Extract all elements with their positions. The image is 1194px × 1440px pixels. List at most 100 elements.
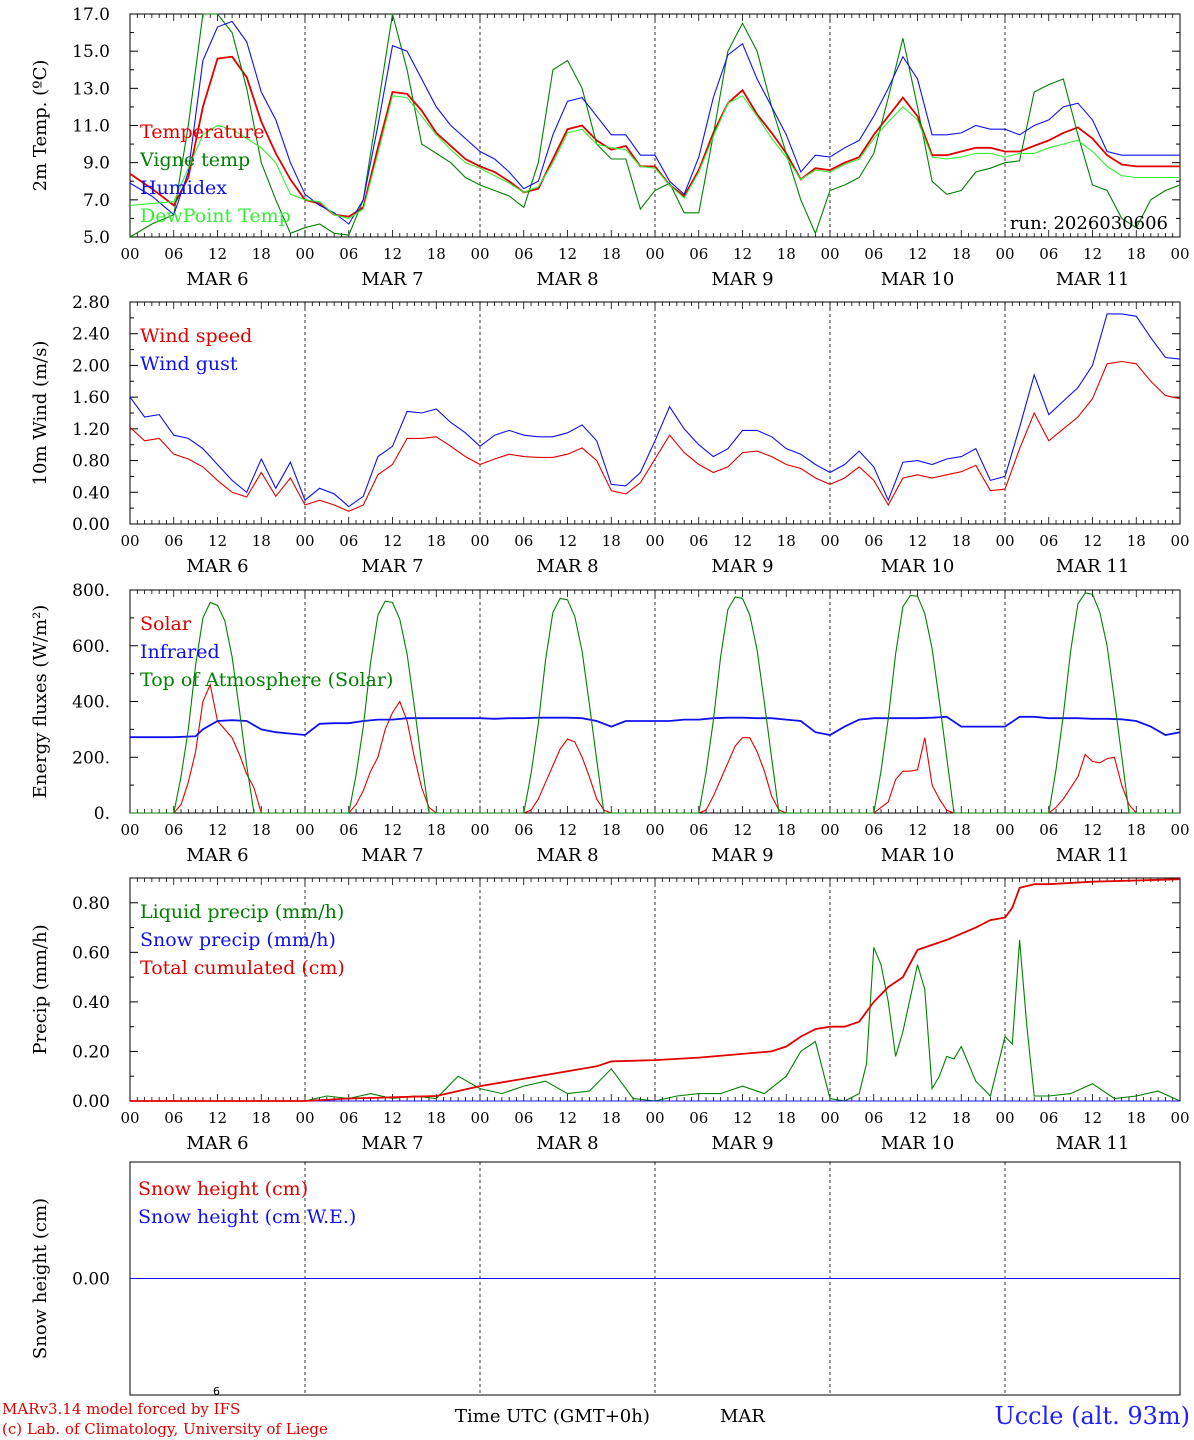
precip-x-tick-label: 18 (777, 1109, 796, 1127)
wind-x-tick-label: 06 (1039, 532, 1058, 550)
precip-x-tick-label: 12 (383, 1109, 402, 1127)
precip-day-label: MAR 7 (361, 1133, 423, 1154)
energy-x-tick-label: 00 (1170, 821, 1189, 839)
energy-x-tick-label: 18 (777, 821, 796, 839)
energy-x-tick-label: 00 (295, 821, 314, 839)
temp-day-label: MAR 7 (361, 269, 423, 290)
run-label: run: 2026030606 (1010, 213, 1168, 234)
wind-x-tick-label: 06 (339, 532, 358, 550)
snow-legend-entry: Snow height (cm W.E.) (138, 1206, 356, 1228)
wind-x-tick-label: 00 (1170, 532, 1189, 550)
temp-x-tick-label: 12 (383, 245, 402, 263)
energy-day-label: MAR 10 (881, 845, 955, 866)
temp-y-tick-label: 13.0 (72, 79, 110, 99)
energy-x-tick-label: 18 (952, 821, 971, 839)
precip-x-tick-label: 06 (164, 1109, 183, 1127)
superscript-label: 6 (213, 1385, 220, 1398)
energy-day-label: MAR 9 (711, 845, 773, 866)
temp-y-axis-label: 2m Temp. (ºC) (30, 60, 51, 192)
energy-day-label: MAR 8 (536, 845, 598, 866)
temp-y-tick-label: 11.0 (72, 117, 110, 137)
wind-x-tick-label: 12 (383, 532, 402, 550)
energy-x-tick-label: 06 (339, 821, 358, 839)
wind-x-tick-label: 00 (295, 532, 314, 550)
precip-x-tick-label: 12 (1083, 1109, 1102, 1127)
precip-y-axis-label: Precip (mm/h) (30, 924, 51, 1054)
energy-x-tick-label: 00 (995, 821, 1014, 839)
temp-day-label: MAR 10 (881, 269, 955, 290)
temp-y-tick-label: 17.0 (72, 5, 110, 25)
precip-day-label: MAR 11 (1056, 1133, 1130, 1154)
wind-x-tick-label: 12 (733, 532, 752, 550)
wind-y-tick-label: 1.20 (72, 420, 110, 440)
model-credit-line2: (c) Lab. of Climatology, University of L… (2, 1420, 328, 1438)
wind-y-tick-label: 0.80 (72, 452, 110, 472)
temp-x-tick-label: 12 (558, 245, 577, 263)
energy-legend-entry: Infrared (140, 641, 220, 663)
precip-x-tick-label: 18 (1127, 1109, 1146, 1127)
temp-series-humidex (129, 20, 1180, 225)
station-label: Uccle (alt. 93m) (994, 1402, 1190, 1430)
temp-x-tick-label: 12 (733, 245, 752, 263)
temp-legend-entry: DewPoint Temp (140, 205, 291, 227)
energy-day-label: MAR 7 (361, 845, 423, 866)
temp-x-tick-label: 12 (908, 245, 927, 263)
energy-x-tick-label: 06 (164, 821, 183, 839)
precip-day-label: MAR 9 (711, 1133, 773, 1154)
precip-x-tick-label: 00 (645, 1109, 664, 1127)
wind-x-tick-label: 06 (689, 532, 708, 550)
precip-x-tick-label: 18 (952, 1109, 971, 1127)
wind-x-tick-label: 00 (995, 532, 1014, 550)
precip-x-tick-label: 06 (864, 1109, 883, 1127)
temp-day-label: MAR 9 (711, 269, 773, 290)
temp-x-tick-label: 06 (1039, 245, 1058, 263)
temp-day-label: MAR 6 (186, 269, 248, 290)
temp-day-label: MAR 8 (536, 269, 598, 290)
precip-x-tick-label: 18 (427, 1109, 446, 1127)
precip-x-tick-label: 00 (995, 1109, 1014, 1127)
energy-x-tick-label: 00 (645, 821, 664, 839)
precip-x-tick-label: 06 (689, 1109, 708, 1127)
temp-x-tick-label: 06 (864, 245, 883, 263)
temp-x-tick-label: 12 (208, 245, 227, 263)
wind-y-tick-label: 2.00 (72, 356, 110, 376)
model-credit-line1: MARv3.14 model forced by IFS (2, 1400, 241, 1418)
precip-x-tick-label: 06 (1039, 1109, 1058, 1127)
temp-x-tick-label: 00 (1170, 245, 1189, 263)
wind-x-tick-label: 18 (777, 532, 796, 550)
temp-x-tick-label: 18 (1127, 245, 1146, 263)
energy-x-tick-label: 12 (733, 821, 752, 839)
temp-legend-entry: Vigne temp (139, 149, 250, 171)
temp-x-tick-label: 18 (602, 245, 621, 263)
precip-series-liquid-precip-mm-h- (130, 939, 1181, 1102)
energy-legend-entry: Top of Atmosphere (Solar) (140, 669, 393, 691)
precip-x-tick-label: 18 (602, 1109, 621, 1127)
energy-x-tick-label: 06 (1039, 821, 1058, 839)
temp-x-tick-label: 00 (295, 245, 314, 263)
temp-x-tick-label: 06 (339, 245, 358, 263)
temp-x-tick-label: 06 (514, 245, 533, 263)
energy-y-axis-label: Energy fluxes (W/m²) (30, 605, 51, 799)
precip-x-tick-label: 12 (558, 1109, 577, 1127)
temp-series-dewpoint-temp (129, 95, 1180, 219)
energy-x-tick-label: 18 (602, 821, 621, 839)
snow-y-axis-label: Snow height (cm) (30, 1198, 51, 1359)
temp-x-tick-label: 00 (645, 245, 664, 263)
energy-x-tick-label: 12 (908, 821, 927, 839)
temp-day-label: MAR 11 (1056, 269, 1130, 290)
time-axis-label: Time UTC (GMT+0h) (455, 1406, 650, 1427)
wind-day-label: MAR 9 (711, 556, 773, 577)
wind-legend-entry: Wind gust (140, 353, 238, 375)
wind-day-label: MAR 10 (881, 556, 955, 577)
temp-x-tick-label: 18 (952, 245, 971, 263)
wind-day-label: MAR 11 (1056, 556, 1130, 577)
temp-x-tick-label: 18 (252, 245, 271, 263)
temp-y-tick-label: 5.0 (83, 228, 110, 248)
energy-day-label: MAR 6 (186, 845, 248, 866)
wind-x-tick-label: 12 (908, 532, 927, 550)
energy-x-tick-label: 06 (514, 821, 533, 839)
energy-x-tick-label: 18 (252, 821, 271, 839)
wind-legend-entry: Wind speed (140, 325, 252, 347)
wind-x-tick-label: 00 (820, 532, 839, 550)
wind-x-tick-label: 18 (427, 532, 446, 550)
